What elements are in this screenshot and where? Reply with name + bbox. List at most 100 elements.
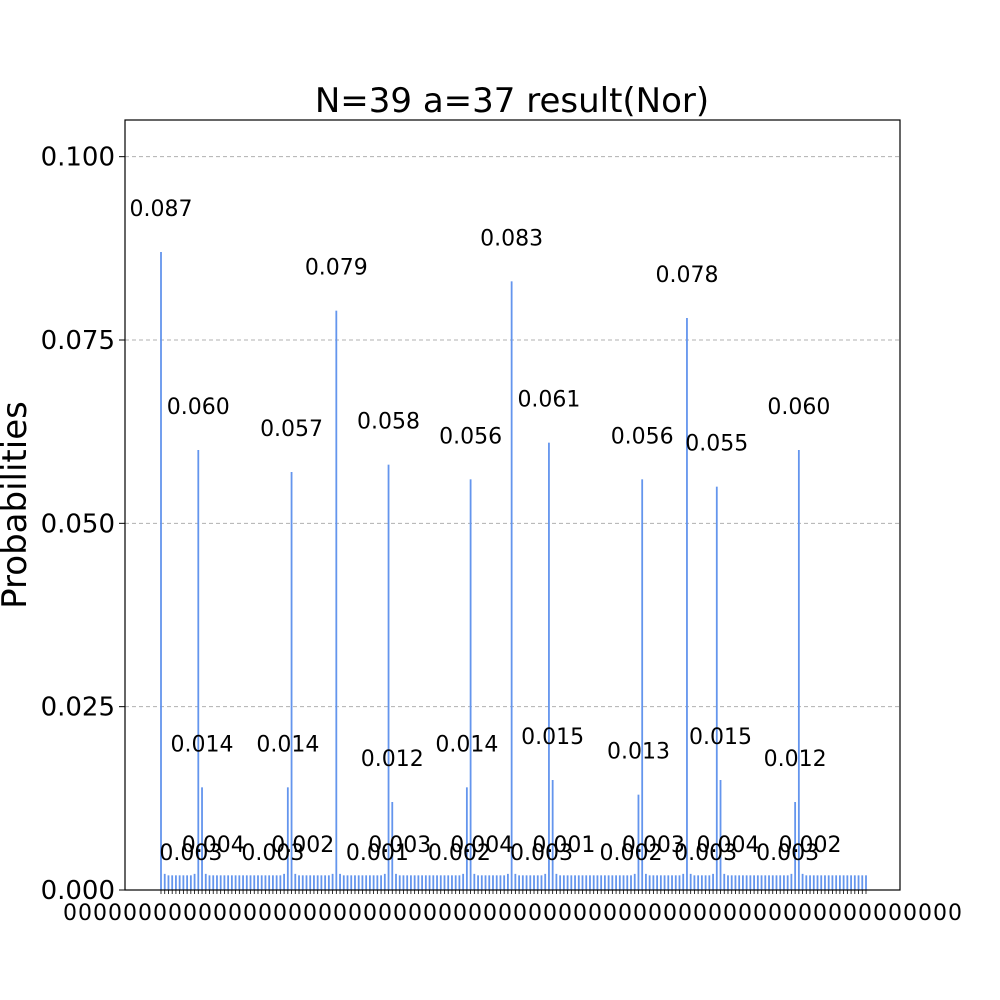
x-tick-label: 0	[378, 901, 392, 926]
x-tick-label: 0	[153, 901, 167, 926]
bar	[387, 464, 390, 890]
bar	[458, 875, 461, 890]
bar	[316, 875, 319, 890]
x-tick-label: 0	[813, 901, 827, 926]
bar	[398, 875, 401, 890]
bar	[503, 875, 506, 890]
x-tick-label: 0	[693, 901, 707, 926]
bar	[827, 875, 830, 890]
bar	[257, 875, 259, 890]
x-tick-label: 0	[783, 901, 797, 926]
bar	[327, 875, 330, 890]
bar	[771, 875, 774, 890]
x-tick-label: 0	[213, 901, 227, 926]
bar	[533, 875, 535, 890]
bar	[838, 875, 841, 890]
x-tick-label: 0	[498, 901, 512, 926]
bar	[659, 875, 662, 890]
bar	[850, 875, 852, 890]
bar	[596, 875, 599, 890]
bar	[551, 780, 554, 890]
y-tick-label: 0.050	[41, 509, 115, 539]
bar-layer	[160, 252, 867, 891]
bar	[570, 875, 573, 890]
bar	[186, 875, 189, 890]
bar	[581, 875, 584, 890]
bar	[861, 875, 864, 890]
bar	[723, 873, 726, 890]
x-tick-label: 0	[528, 901, 542, 926]
bar	[354, 875, 356, 890]
bar	[734, 875, 737, 890]
data-label-small: 0.003	[622, 833, 685, 858]
bar	[294, 873, 297, 890]
bar	[645, 873, 647, 890]
plot-frame	[124, 119, 901, 891]
bar	[298, 875, 300, 890]
bar	[253, 875, 256, 890]
bar	[548, 442, 550, 890]
bar	[193, 873, 196, 890]
bar	[230, 875, 233, 890]
bar	[514, 873, 517, 890]
bar	[339, 873, 341, 890]
x-tick-label: 0	[873, 901, 887, 926]
bar	[365, 875, 368, 890]
x-tick-label: 0	[618, 901, 632, 926]
bar	[167, 875, 170, 890]
data-label: 0.014	[256, 732, 319, 757]
x-tick-label: 0	[888, 901, 902, 926]
data-label-small: 0.003	[756, 841, 819, 866]
bar	[447, 875, 450, 890]
bar	[286, 787, 289, 890]
data-label: 0.056	[611, 424, 674, 449]
bar	[417, 875, 420, 890]
bar	[227, 875, 230, 890]
bar	[611, 875, 614, 890]
bar	[432, 875, 435, 890]
bar	[372, 875, 375, 890]
bar	[201, 787, 203, 890]
bar	[451, 875, 453, 890]
bar	[589, 875, 591, 890]
x-tick-label: 0	[123, 901, 137, 926]
bar	[413, 875, 416, 890]
bar	[630, 875, 632, 890]
bar	[245, 875, 248, 890]
bar	[693, 875, 696, 890]
data-label: 0.057	[260, 417, 323, 442]
bar	[510, 281, 513, 890]
bar	[585, 875, 588, 890]
bar	[495, 875, 498, 890]
bar	[835, 875, 838, 890]
bar	[577, 875, 580, 890]
bar	[633, 873, 636, 890]
bar	[480, 875, 483, 890]
data-label-small: 0.003	[674, 841, 737, 866]
bar	[674, 875, 677, 890]
data-label-small: 0.002	[600, 841, 663, 866]
bar	[592, 875, 595, 890]
data-label-small: 0.003	[510, 841, 573, 866]
bar	[618, 875, 621, 890]
bar	[279, 875, 282, 890]
bar	[272, 875, 274, 890]
bar	[219, 875, 222, 890]
bar	[764, 875, 767, 890]
data-label: 0.012	[764, 747, 827, 772]
x-tick-label: 0	[318, 901, 332, 926]
data-label: 0.013	[607, 740, 670, 765]
bar	[488, 875, 491, 890]
x-tick-label: 0	[678, 901, 692, 926]
data-label-small: 0.004	[182, 833, 245, 858]
bar	[544, 873, 547, 890]
x-tick-label: 0	[663, 901, 677, 926]
bar	[719, 780, 722, 890]
bar	[738, 875, 741, 890]
data-label-small: 0.002	[428, 841, 491, 866]
bar	[574, 875, 576, 890]
bar	[559, 875, 562, 890]
bar	[742, 875, 744, 890]
